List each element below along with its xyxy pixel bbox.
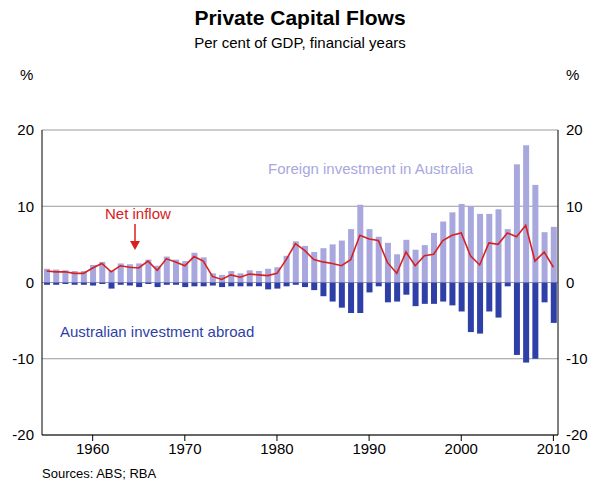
svg-text:10: 10 — [17, 198, 34, 215]
svg-text:0: 0 — [566, 274, 574, 291]
svg-text:0: 0 — [26, 274, 34, 291]
html-text:Net inflow: Net inflow — [105, 205, 171, 222]
html-text:Sources: ABS; RBA: Sources: ABS; RBA — [42, 466, 157, 481]
svg-text:-10: -10 — [566, 350, 588, 367]
html-text:Australian investment abroad: Australian investment abroad — [60, 323, 255, 340]
svg-text:2010: 2010 — [536, 439, 571, 457]
svg-text:-20: -20 — [12, 426, 34, 443]
svg-text:1970: 1970 — [168, 440, 201, 457]
svg-text:1990: 1990 — [352, 440, 385, 457]
svg-text:1960: 1960 — [76, 440, 109, 457]
svg-text:-10: -10 — [12, 350, 34, 367]
svg-text:20: 20 — [566, 121, 583, 138]
svg-text:20: 20 — [17, 121, 34, 138]
svg-text:10: 10 — [566, 198, 583, 215]
html-text:Per cent of GDP, financial yea: Per cent of GDP, financial years — [194, 34, 406, 51]
svg-text:-20: -20 — [566, 426, 588, 443]
svg-text:2000: 2000 — [445, 440, 478, 457]
html-text:Private Capital Flows: Private Capital Flows — [194, 6, 406, 29]
html-text:Foreign investment in Australi: Foreign investment in Australia — [268, 160, 474, 177]
svg-text:1980: 1980 — [260, 440, 293, 457]
